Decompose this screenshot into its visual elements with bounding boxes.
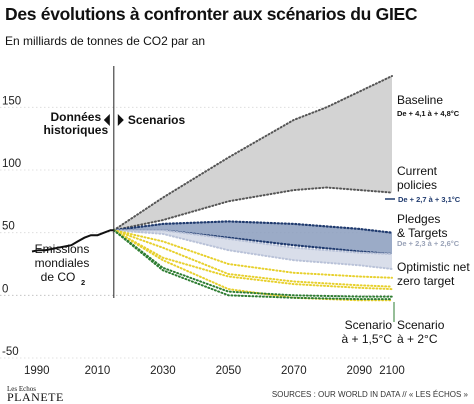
band-label-baseline: Baseline: [397, 93, 443, 107]
historic-series-label: Emissions: [35, 242, 90, 256]
band-lower-0: [112, 186, 393, 232]
historic-series-label: de CO: [41, 270, 76, 284]
band-label-scenario-15: Scenario: [345, 318, 393, 332]
y-tick-label: -50: [2, 346, 19, 358]
scenario-bands: [112, 75, 394, 302]
x-tick-label: 2050: [216, 365, 242, 377]
page-subtitle: En milliards de tonnes de CO2 par an: [5, 34, 206, 48]
band-label-current: policies: [397, 178, 437, 192]
band-label-pledges: & Targets: [397, 226, 447, 240]
historical-line: [31, 229, 114, 253]
x-tick-label: 2030: [150, 365, 176, 377]
y-tick-label: 0: [2, 283, 8, 295]
x-tick-label: 1990: [24, 365, 50, 377]
band-label-optimistic: zero target: [397, 274, 455, 288]
historic-label-line: historiques: [43, 123, 108, 137]
band-label-scenario-2: Scenario: [397, 318, 445, 332]
y-tick-label: 150: [2, 95, 21, 107]
band-upper-3: [112, 229, 393, 279]
x-tick-label: 2070: [281, 365, 307, 377]
historic-label-line: Données: [50, 110, 101, 124]
band-lower-3: [112, 229, 393, 288]
band-fill-2: [113, 230, 393, 269]
arrow-right-icon: [117, 114, 124, 126]
band-fill-0: [113, 76, 393, 231]
x-tick-label: 2090: [346, 365, 372, 377]
band-upper-4: [112, 229, 393, 291]
band-range-pledges: De + 2,3 à + 2,6°C: [397, 239, 460, 248]
band-upper-0: [112, 75, 393, 232]
x-tick-label: 2010: [85, 365, 111, 377]
band-upper-1: [112, 220, 394, 234]
page-title: Des évolutions à confronter aux scénario…: [5, 4, 418, 24]
band-range-baseline: De + 4,1 à + 4,8°C: [397, 109, 460, 118]
band-label-pledges: Pledges: [397, 212, 440, 226]
y-tick-label: 100: [2, 158, 21, 170]
band-fill-1: [113, 221, 393, 254]
historic-series-label-sub: 2: [81, 278, 85, 287]
scenarios-label: Scenarios: [128, 113, 186, 127]
historical-series: [31, 66, 115, 298]
y-tick-label: 50: [2, 221, 15, 233]
brand-logo: Les Echos PLANETE: [7, 385, 64, 404]
band-label-scenario-2: à + 2°C: [397, 332, 438, 346]
logo-top: Les Echos: [7, 385, 36, 393]
sources-text: SOURCES : OUR WORLD IN DATA // « LES ÉCH…: [271, 390, 468, 399]
band-upper-2: [112, 229, 393, 255]
axis-ticks: 150 100 50 0 -50 1990 2010 2030 2050 2070 2090 2100: [2, 95, 405, 377]
arrow-left-icon: [103, 114, 110, 126]
band-label-optimistic: Optimistic net: [397, 260, 470, 274]
band-range-current: De + 2,7 à + 3,1°C: [398, 195, 461, 204]
logo-bottom: PLANETE: [7, 390, 64, 404]
band-upper-5: [112, 229, 393, 298]
band-lower-2: [112, 229, 393, 270]
historic-series-label: mondiales: [35, 256, 90, 270]
band-label-scenario-15: à + 1,5°C: [342, 332, 393, 346]
x-tick-label: 2100: [379, 365, 405, 377]
band-label-current: Current: [397, 164, 438, 178]
band-lower-5: [112, 229, 393, 301]
